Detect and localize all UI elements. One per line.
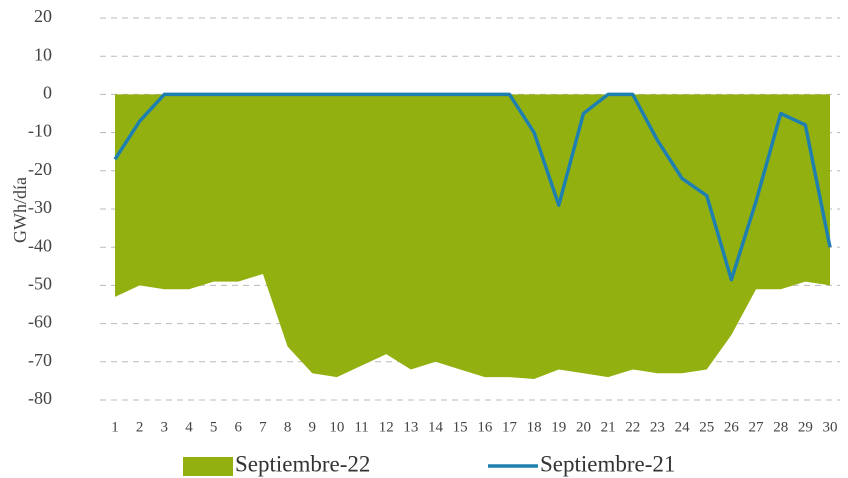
y-tick-label: 10 <box>34 44 52 64</box>
y-tick-label: -80 <box>28 388 52 408</box>
legend-swatch <box>183 457 233 476</box>
area <box>115 94 830 379</box>
y-tick-label: -20 <box>28 159 52 179</box>
y-tick-label: -30 <box>28 197 52 217</box>
x-tick-label: 4 <box>185 419 193 435</box>
x-tick-label: 5 <box>210 419 218 435</box>
y-tick-label: -10 <box>28 121 52 141</box>
x-tick-label: 3 <box>161 419 169 435</box>
x-tick-label: 27 <box>749 419 765 435</box>
x-tick-label: 29 <box>798 419 813 435</box>
y-tick-label: -50 <box>28 274 52 294</box>
x-tick-label: 13 <box>403 419 418 435</box>
y-tick-label: -70 <box>28 350 52 370</box>
x-tick-label: 23 <box>650 419 665 435</box>
x-tick-label: 8 <box>284 419 292 435</box>
x-tick-label: 16 <box>477 419 493 435</box>
line <box>113 92 832 282</box>
x-tick-label: 17 <box>502 419 518 435</box>
x-tick-label: 26 <box>724 419 740 435</box>
x-tick-label: 21 <box>601 419 616 435</box>
x-tick-label: 9 <box>308 419 316 435</box>
x-tick-label: 15 <box>453 419 468 435</box>
x-tick-label: 14 <box>428 419 444 435</box>
x-tick-label: 25 <box>699 419 714 435</box>
y-tick-label: -40 <box>28 235 52 255</box>
x-tick-label: 12 <box>379 419 394 435</box>
y-tick-label: 0 <box>43 83 52 103</box>
x-tick-label: 28 <box>773 419 788 435</box>
y-axis-label: GWh/día <box>10 177 30 243</box>
y-tick-label: 20 <box>34 6 52 26</box>
x-tick-label: 22 <box>625 419 640 435</box>
x-tick-label: 20 <box>576 419 591 435</box>
x-tick-label: 10 <box>329 419 344 435</box>
x-tick-label: 24 <box>675 419 691 435</box>
x-tick-label: 1 <box>111 419 119 435</box>
x-tick-label: 11 <box>354 419 368 435</box>
y-tick-label: -60 <box>28 312 52 332</box>
x-tick-label: 18 <box>527 419 542 435</box>
x-tick-label: 2 <box>136 419 144 435</box>
x-tick-label: 6 <box>235 419 243 435</box>
x-tick-label: 7 <box>259 419 267 435</box>
x-tick-label: 30 <box>823 419 838 435</box>
x-tick-label: 19 <box>551 419 566 435</box>
legend-label: Septiembre-22 <box>235 451 370 476</box>
legend-label: Septiembre-21 <box>540 451 675 476</box>
